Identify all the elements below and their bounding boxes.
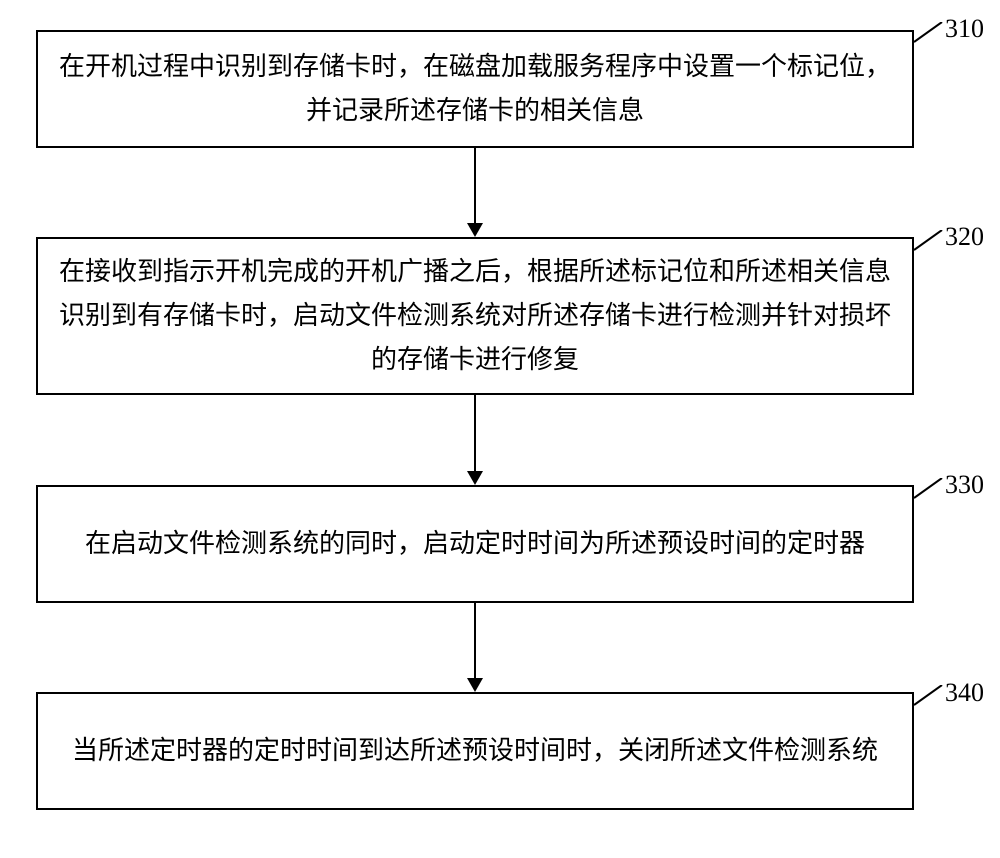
leader-line xyxy=(914,22,944,44)
flow-arrow xyxy=(474,395,476,471)
leader-line xyxy=(914,685,944,707)
step-label-340: 340 xyxy=(945,678,984,708)
flow-step-320: 在接收到指示开机完成的开机广播之后，根据所述标记位和所述相关信息识别到有存储卡时… xyxy=(36,237,914,395)
arrow-head-icon xyxy=(467,471,483,485)
flow-step-310: 在开机过程中识别到存储卡时，在磁盘加载服务程序中设置一个标记位，并记录所述存储卡… xyxy=(36,30,914,148)
leader-line xyxy=(914,478,944,500)
leader-line xyxy=(914,230,944,252)
arrow-head-icon xyxy=(467,223,483,237)
step-label-310: 310 xyxy=(945,14,984,44)
flow-step-text: 在接收到指示开机完成的开机广播之后，根据所述标记位和所述相关信息识别到有存储卡时… xyxy=(58,250,892,383)
flow-step-text: 在开机过程中识别到存储卡时，在磁盘加载服务程序中设置一个标记位，并记录所述存储卡… xyxy=(58,45,892,133)
flow-step-text: 在启动文件检测系统的同时，启动定时时间为所述预设时间的定时器 xyxy=(58,522,892,566)
arrow-head-icon xyxy=(467,678,483,692)
step-label-320: 320 xyxy=(945,222,984,252)
flow-arrow xyxy=(474,148,476,223)
flow-step-330: 在启动文件检测系统的同时，启动定时时间为所述预设时间的定时器 xyxy=(36,485,914,603)
step-label-330: 330 xyxy=(945,470,984,500)
flow-step-text: 当所述定时器的定时时间到达所述预设时间时，关闭所述文件检测系统 xyxy=(58,729,892,773)
flow-arrow xyxy=(474,603,476,678)
flow-step-340: 当所述定时器的定时时间到达所述预设时间时，关闭所述文件检测系统 xyxy=(36,692,914,810)
